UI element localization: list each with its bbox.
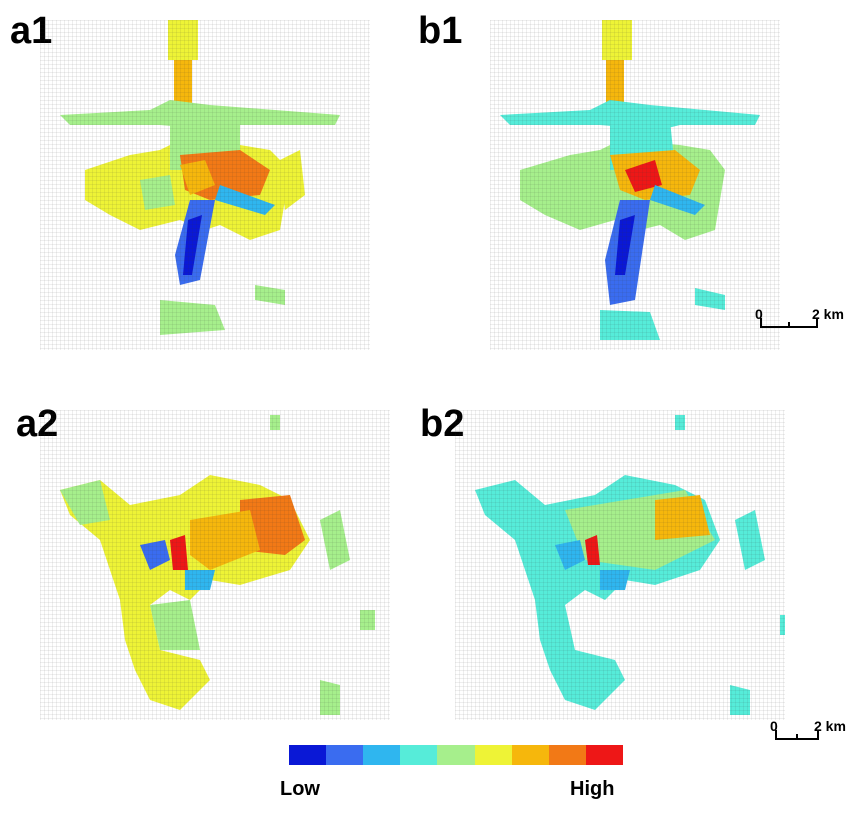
scale-bar-bottom: 0 2 km bbox=[767, 718, 855, 748]
legend-color-swatch bbox=[511, 745, 549, 765]
scale-tick bbox=[817, 730, 819, 740]
legend-high-label: High bbox=[570, 778, 615, 800]
urban-area-a1 bbox=[40, 20, 370, 350]
legend-low-label: Low bbox=[280, 778, 320, 800]
scale-tick bbox=[760, 318, 762, 328]
panel-label-b1: b1 bbox=[418, 10, 463, 52]
legend-color-swatch bbox=[437, 745, 475, 765]
urban-area-b1 bbox=[490, 20, 780, 350]
legend-color-swatch bbox=[474, 745, 512, 765]
legend-color-swatch bbox=[548, 745, 586, 765]
scale-tick bbox=[788, 322, 790, 328]
scale-distance-label: 2 km bbox=[812, 306, 844, 322]
map-b2 bbox=[455, 410, 785, 720]
scale-tick bbox=[796, 734, 798, 740]
map-b1 bbox=[490, 20, 780, 350]
map-a1 bbox=[40, 20, 370, 350]
legend-color-swatch bbox=[289, 745, 327, 765]
scale-zero-label: 0 bbox=[770, 718, 778, 734]
legend-color-swatch bbox=[585, 745, 623, 765]
scale-zero-label: 0 bbox=[755, 306, 763, 322]
scale-tick bbox=[775, 730, 777, 740]
scale-tick bbox=[816, 318, 818, 328]
scale-bar-top: 0 2 km bbox=[752, 306, 855, 336]
legend-color-swatch bbox=[363, 745, 401, 765]
scale-distance-label: 2 km bbox=[814, 718, 846, 734]
legend-color-swatch bbox=[400, 745, 438, 765]
map-a2 bbox=[40, 410, 390, 720]
urban-area-a2 bbox=[40, 410, 390, 720]
urban-area-b2 bbox=[455, 410, 785, 720]
legend-color-swatch bbox=[326, 745, 364, 765]
color-legend bbox=[289, 745, 623, 765]
